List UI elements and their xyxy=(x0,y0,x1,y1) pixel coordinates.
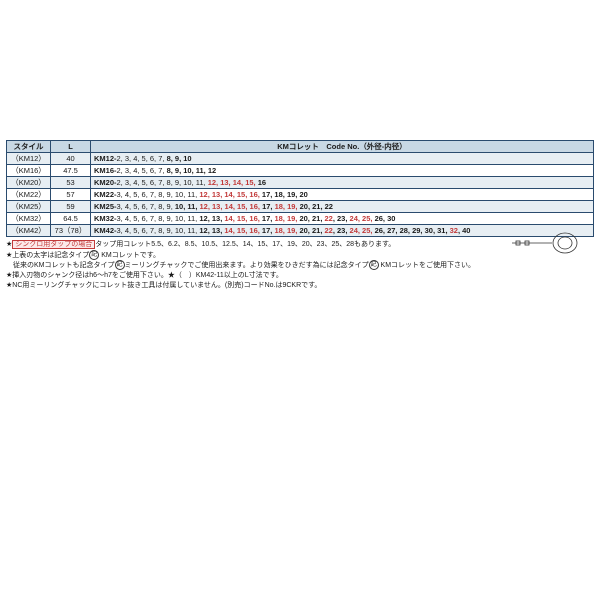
l-cell: 64.5 xyxy=(51,213,91,225)
circled-icon: 記 xyxy=(115,260,125,270)
header-style: スタイル xyxy=(7,141,51,153)
code-cell: KM16-2, 3, 4, 5, 6, 7, 8, 9, 10, 11, 12 xyxy=(91,165,594,177)
circled-icon: 記 xyxy=(369,260,379,270)
style-cell: （KM32） xyxy=(7,213,51,225)
table-row: （KM12）40KM12-2, 3, 4, 5, 6, 7, 8, 9, 10 xyxy=(7,153,594,165)
l-cell: 73（78） xyxy=(51,225,91,237)
style-cell: （KM25） xyxy=(7,201,51,213)
header-l: L xyxy=(51,141,91,153)
footnotes: ★シンクロ用タップの場合タップ用コレット5.5、6.2、8.5、10.5、12.… xyxy=(6,240,594,291)
l-cell: 40 xyxy=(51,153,91,165)
l-cell: 59 xyxy=(51,201,91,213)
l-cell: 47.5 xyxy=(51,165,91,177)
l-cell: 53 xyxy=(51,177,91,189)
style-cell: （KM42） xyxy=(7,225,51,237)
l-cell: 57 xyxy=(51,189,91,201)
table-row: （KM25）59KM25-3, 4, 5, 6, 7, 8, 9, 10, 11… xyxy=(7,201,594,213)
header-code: KMコレット Code No.（外径-内径） xyxy=(91,141,594,153)
style-cell: （KM20） xyxy=(7,177,51,189)
table-row: （KM20）53KM20-2, 3, 4, 5, 6, 7, 8, 9, 10,… xyxy=(7,177,594,189)
style-cell: （KM12） xyxy=(7,153,51,165)
note2a: 上表の太字は記念タイプ xyxy=(12,252,89,259)
note3c: KMコレットをご使用下さい。 xyxy=(381,262,476,269)
note4: 挿入刃物のシャンク径はh6〜h7をご使用下さい。★（ ）KM42-11以上のL寸… xyxy=(12,272,283,279)
note1-box: シンクロ用タップの場合 xyxy=(12,240,95,249)
table-row: （KM16）47.5KM16-2, 3, 4, 5, 6, 7, 8, 9, 1… xyxy=(7,165,594,177)
table-row: （KM22）57KM22-3, 4, 5, 6, 7, 8, 9, 10, 11… xyxy=(7,189,594,201)
note3a: 従来のKMコレットも記念タイプ xyxy=(13,262,115,269)
km-collet-table: スタイル L KMコレット Code No.（外径-内径） （KM12）40KM… xyxy=(6,140,594,237)
note1-text: タップ用コレット5.5、6.2、8.5、10.5、12.5、14、15、17、1… xyxy=(95,241,395,248)
style-cell: （KM22） xyxy=(7,189,51,201)
note2b: KMコレットです。 xyxy=(101,252,160,259)
code-cell: KM20-2, 3, 4, 5, 6, 7, 8, 9, 10, 11, 12,… xyxy=(91,177,594,189)
table-row: （KM42）73（78）KM42-3, 4, 5, 6, 7, 8, 9, 10… xyxy=(7,225,594,237)
code-cell: KM25-3, 4, 5, 6, 7, 8, 9, 10, 11, 12, 13… xyxy=(91,201,594,213)
style-cell: （KM16） xyxy=(7,165,51,177)
note5: NC用ミーリングチャックにコレット抜き工具は付属していません。(別売)コードNo… xyxy=(12,282,321,289)
circled-icon: 記 xyxy=(89,250,99,260)
tool-diagram-icon xyxy=(510,228,580,258)
note3b: ミーリングチャックでご使用出来ます。より効果をひきだす為には記念タイプ xyxy=(125,262,369,269)
code-cell: KM32-3, 4, 5, 6, 7, 8, 9, 10, 11, 12, 13… xyxy=(91,213,594,225)
table-row: （KM32）64.5KM32-3, 4, 5, 6, 7, 8, 9, 10, … xyxy=(7,213,594,225)
code-cell: KM12-2, 3, 4, 5, 6, 7, 8, 9, 10 xyxy=(91,153,594,165)
code-cell: KM22-3, 4, 5, 6, 7, 8, 9, 10, 11, 12, 13… xyxy=(91,189,594,201)
